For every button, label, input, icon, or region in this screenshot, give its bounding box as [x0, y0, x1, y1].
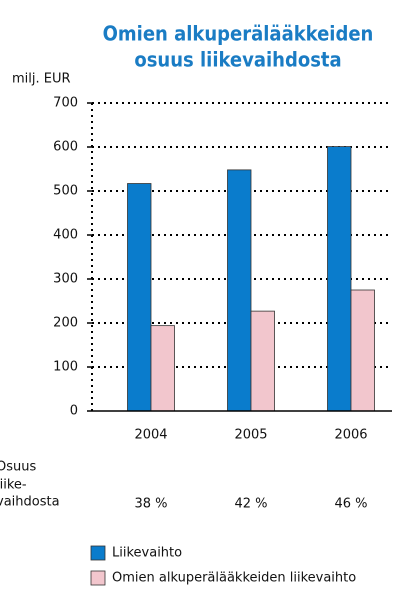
y-tick-label: 600 [53, 140, 78, 155]
y-tick-label: 300 [53, 272, 78, 287]
legend-label: Omien alkuperälääkkeiden liikevaihto [112, 571, 356, 586]
share-label: liike- [0, 478, 27, 493]
chart-title: Omien alkuperälääkkeiden [103, 22, 374, 46]
legend-swatch [90, 570, 106, 586]
share-value: 46 % [334, 497, 367, 512]
share-label: vaihdosta [0, 495, 60, 510]
x-tick-label: 2006 [334, 428, 367, 443]
y-tick-label: 200 [53, 316, 78, 331]
share-value: 38 % [134, 497, 167, 512]
bar [327, 146, 352, 412]
x-tick-label: 2004 [134, 428, 167, 443]
share-value: 42 % [234, 497, 267, 512]
y-tick-label: 0 [70, 404, 78, 419]
bar [350, 289, 375, 412]
legend-label: Liikevaihto [112, 546, 182, 561]
bar [250, 310, 275, 412]
bar [150, 325, 175, 412]
y-axis-label: milj. EUR [12, 72, 71, 87]
y-tick-label: 700 [53, 96, 78, 111]
y-tick-label: 500 [53, 184, 78, 199]
x-tick-label: 2005 [234, 428, 267, 443]
bar [227, 169, 252, 412]
legend-swatch [90, 545, 106, 561]
share-label: Osuus [0, 460, 36, 475]
bar [127, 183, 152, 412]
chart-title: osuus liikevaihdosta [134, 48, 341, 72]
y-tick-label: 100 [53, 360, 78, 375]
y-tick-label: 400 [53, 228, 78, 243]
